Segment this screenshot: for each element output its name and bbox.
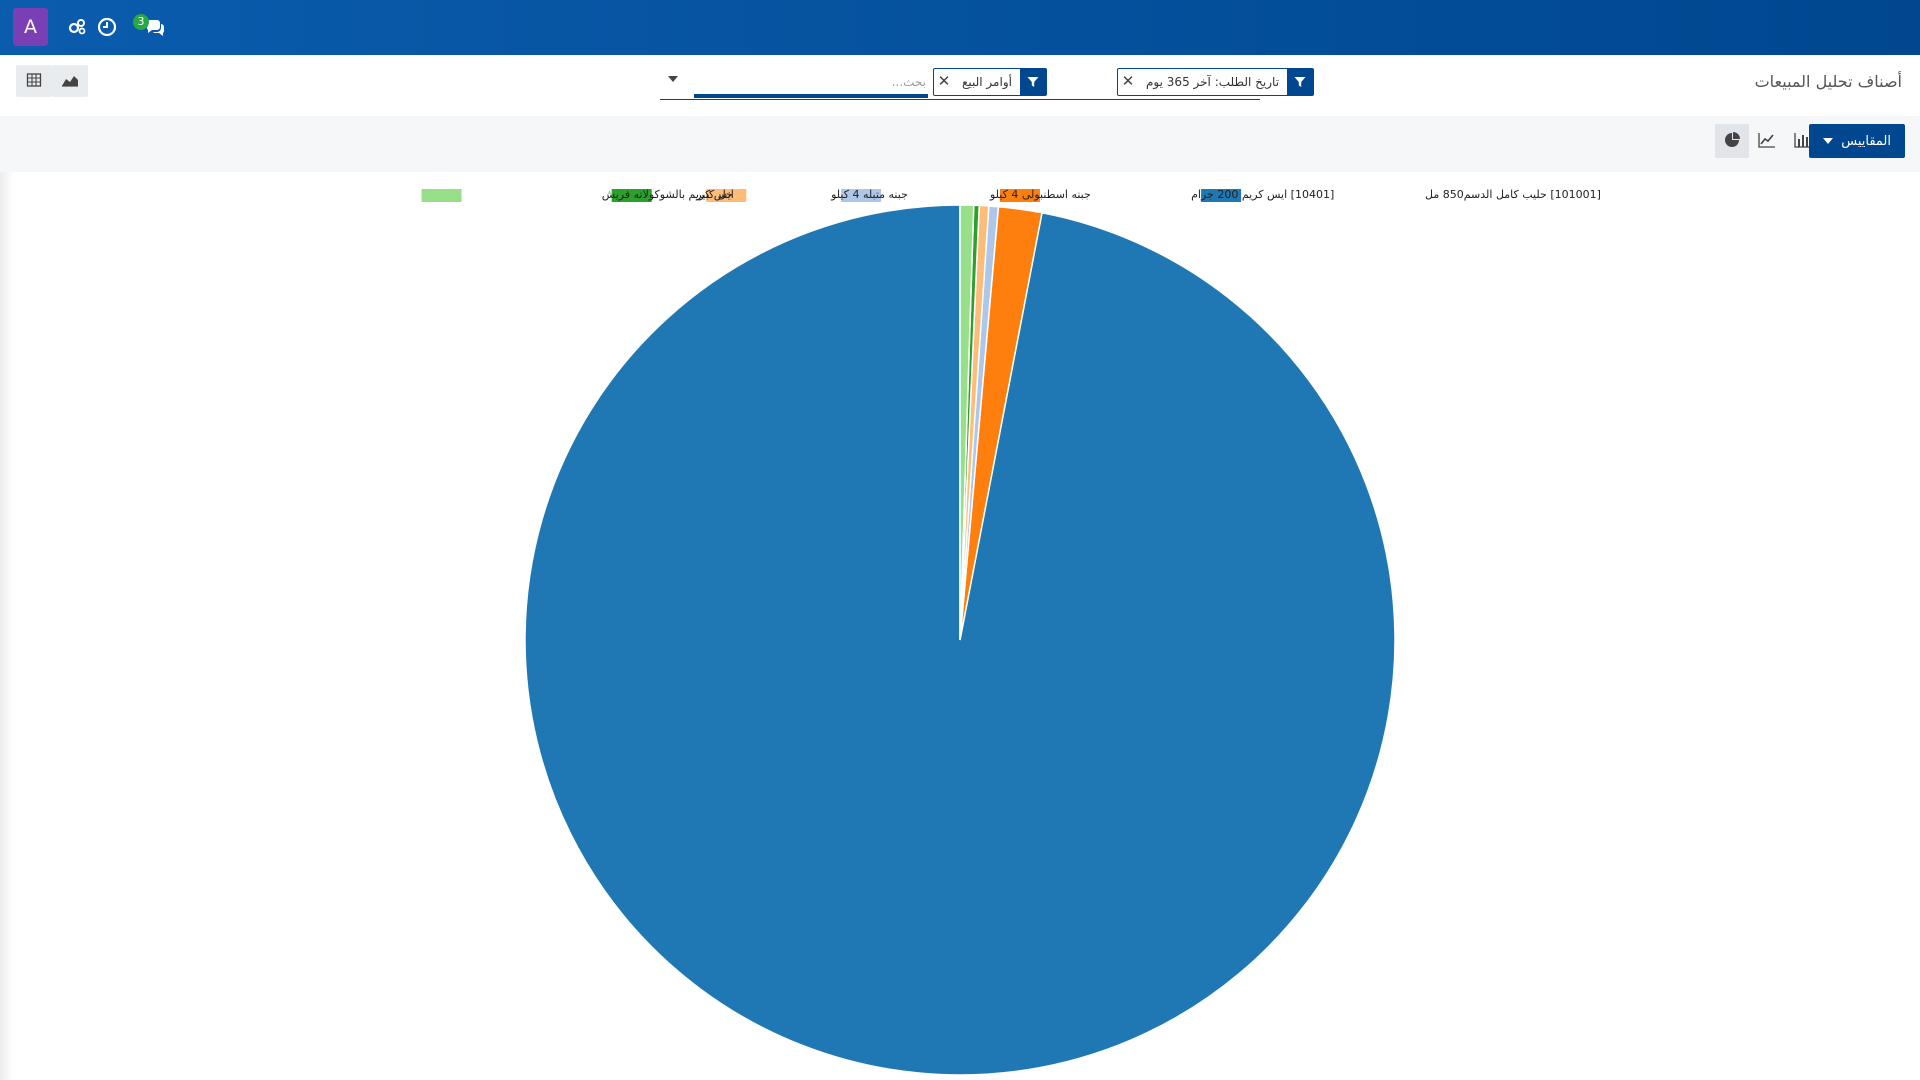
area-chart-icon	[62, 75, 78, 87]
page-title: أصناف تحليل المبيعات	[1754, 72, 1902, 91]
search-facet-date: ✕ أوامر البيع	[933, 68, 1047, 96]
legend-label: [10401] ايس كريم 200 جرام	[1191, 188, 1334, 201]
legend-swatch	[706, 189, 747, 202]
search-facet-filter: ✕ تاريخ الطلب: آخر 365 يوم	[1117, 68, 1315, 96]
pie-chart: [101001] حليب كامل الدسم850 مل [10401] اي…	[421, 188, 1601, 1076]
chat-icon[interactable]	[144, 16, 166, 38]
legend-swatch	[421, 189, 462, 202]
legend-swatch	[999, 189, 1040, 202]
top-navbar: A 3	[0, 0, 1920, 55]
pie-chart-icon	[1725, 131, 1740, 147]
pie-chart-button[interactable]	[1715, 124, 1749, 158]
legend-swatch	[1201, 189, 1242, 202]
legend-item[interactable]: ايس كريم بالشوكولاته فريش	[421, 188, 734, 202]
caret-down-icon	[1823, 138, 1834, 144]
search-input[interactable]	[694, 70, 928, 98]
pie-chart-container: [101001] حليب كامل الدسم850 مل [10401] اي…	[0, 172, 1920, 1080]
legend-label: [101001] حليب كامل الدسم850 مل	[1425, 188, 1601, 201]
legend-item[interactable]: [10401] ايس كريم 200 جرام	[999, 188, 1334, 202]
measures-dropdown-button[interactable]: المقاييس	[1809, 124, 1905, 158]
chat-badge: 3	[133, 14, 149, 30]
legend-item[interactable]: جبنه اسطنبولى 4 كيلو	[841, 188, 1091, 202]
pie-slice[interactable]	[959, 204, 975, 641]
clock-icon[interactable]	[96, 16, 118, 38]
line-chart-icon	[1758, 132, 1775, 148]
legend-item[interactable]: جبنه متبله 4 كيلو	[706, 188, 908, 202]
bar-chart-icon	[1794, 132, 1811, 148]
bar-chart-button[interactable]	[1786, 124, 1820, 158]
line-chart-button[interactable]	[1750, 124, 1784, 158]
legend-label: خل كبير	[695, 188, 733, 201]
view-switch-pivot[interactable]	[16, 65, 52, 97]
user-avatar[interactable]: A	[13, 8, 48, 46]
legend-label: جبنه اسطنبولى 4 كيلو	[989, 188, 1091, 201]
legend-label: ايس كريم بالشوكولاته فريش	[602, 188, 734, 201]
facet-label: أوامر البيع	[962, 75, 1012, 89]
search-bar: ✕ تاريخ الطلب: آخر 365 يوم ✕ أوامر البيع	[660, 66, 1315, 100]
search-options-caret-icon[interactable]	[668, 76, 678, 82]
facet-label: تاريخ الطلب: آخر 365 يوم	[1146, 75, 1280, 89]
table-icon	[26, 72, 42, 87]
legend-item[interactable]: خل كبير	[611, 188, 733, 202]
view-switch-graph[interactable]	[52, 65, 88, 97]
control-panel: ✕ تاريخ الطلب: آخر 365 يوم ✕ أوامر البيع…	[0, 55, 1920, 117]
measures-label: المقاييس	[1841, 133, 1891, 149]
legend-swatch	[841, 189, 882, 202]
filter-icon	[1019, 69, 1046, 95]
facet-close-icon[interactable]: ✕	[1121, 72, 1135, 90]
filter-icon	[1287, 69, 1314, 95]
left-edge-shadow	[0, 172, 14, 1080]
legend-label: جبنه متبله 4 كيلو	[830, 188, 908, 201]
legend-item[interactable]: [101001] حليب كامل الدسم850 مل	[1201, 188, 1601, 202]
legend-swatch	[611, 189, 652, 202]
settings-icon[interactable]	[66, 16, 88, 38]
facet-close-icon[interactable]: ✕	[937, 72, 951, 90]
graph-toolbar: المقاييس	[0, 116, 1920, 172]
